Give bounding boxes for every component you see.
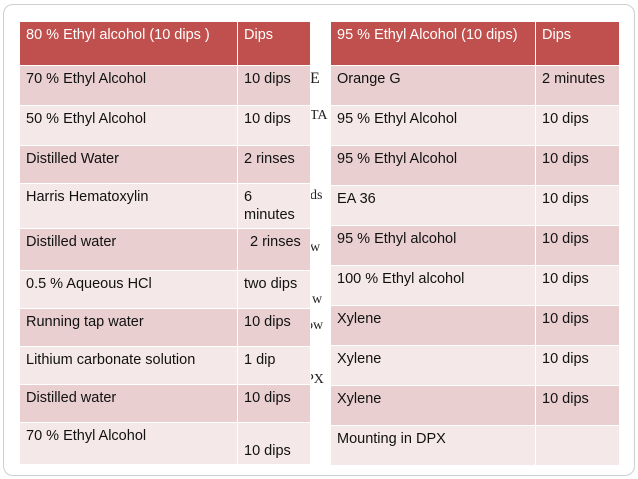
table-row: Xylene 10 dips [330,305,620,346]
bg-fragment: w [312,292,323,307]
table-row: 0.5 % Aqueous HCl two dips [19,270,311,309]
step-cell: 100 % Ethyl alcohol [330,265,536,306]
step-cell: 0.5 % Aqueous HCl [19,270,238,309]
step-cell: 70 % Ethyl Alcohol [19,422,238,465]
table-row: 95 % Ethyl Alcohol 10 dips [330,105,620,146]
slide-frame [3,4,635,476]
dips-cell: two dips [237,270,311,309]
step-cell: 95 % Ethyl Alcohol [330,105,536,146]
step-cell: Distilled water [19,228,238,271]
table-row: Harris Hematoxylin 6 minutes [19,183,311,229]
table-row: 70 % Ethyl Alcohol 10 dips [19,422,311,465]
dips-cell: 2 rinses [237,145,311,184]
table-row: 100 % Ethyl alcohol 10 dips [330,265,620,306]
table-row: Xylene 10 dips [330,345,620,386]
table-row: 95 % Ethyl alcohol 10 dips [330,225,620,266]
table-row: EA 36 10 dips [330,185,620,226]
bg-fragment: ds [310,188,323,203]
step-cell: Orange G [330,65,536,106]
dips-cell: 10 dips [535,305,620,346]
dips-cell: 10 dips [535,385,620,426]
staining-steps-table-right: 95 % Ethyl Alcohol (10 dips) Dips Orange… [330,21,620,466]
step-cell: Harris Hematoxylin [19,183,238,229]
table-header-row: 95 % Ethyl Alcohol (10 dips) Dips [330,21,620,66]
dips-cell: 10 dips [535,185,620,226]
header-cell-dips: Dips [237,21,311,66]
step-cell: 70 % Ethyl Alcohol [19,65,238,106]
step-cell: Running tap water [19,308,238,347]
table-row: Lithium carbonate solution 1 dip [19,346,311,385]
dips-cell: 2 minutes [535,65,620,106]
table-row: Running tap water 10 dips [19,308,311,347]
bg-fragment: E [310,70,320,87]
step-cell: EA 36 [330,185,536,226]
step-cell: 50 % Ethyl Alcohol [19,105,238,146]
dips-cell: 10 dips [237,422,311,465]
dips-cell: 10 dips [535,265,620,306]
table-row: Orange G 2 minutes [330,65,620,106]
step-cell: Distilled Water [19,145,238,184]
bg-fragment: w [310,240,321,255]
dips-cell: 10 dips [237,65,311,106]
bg-fragment: TA [310,108,328,123]
dips-cell: 10 dips [535,345,620,386]
table-row: Mounting in DPX [330,425,620,466]
dips-cell: 10 dips [237,105,311,146]
staining-steps-table-left: 80 % Ethyl alcohol (10 dips ) Dips 70 % … [19,21,311,465]
dips-cell: 10 dips [237,308,311,347]
table-row: Distilled water 2 rinses [19,228,311,271]
table-header-row: 80 % Ethyl alcohol (10 dips ) Dips [19,21,311,66]
step-cell: 95 % Ethyl alcohol [330,225,536,266]
dips-cell: 10 dips [237,384,311,423]
step-cell: Lithium carbonate solution [19,346,238,385]
header-cell-step: 95 % Ethyl Alcohol (10 dips) [330,21,536,66]
dips-cell: 10 dips [535,225,620,266]
step-cell: Mounting in DPX [330,425,536,466]
table-row: Distilled Water 2 rinses [19,145,311,184]
step-cell: Xylene [330,305,536,346]
step-cell: Xylene [330,385,536,426]
table-row: 50 % Ethyl Alcohol 10 dips [19,105,311,146]
step-cell: Distilled water [19,384,238,423]
table-row: 95 % Ethyl Alcohol 10 dips [330,145,620,186]
dips-cell [535,425,620,466]
dips-cell: 1 dip [237,346,311,385]
step-cell: Xylene [330,345,536,386]
dips-cell: 6 minutes [237,183,311,229]
header-cell-dips: Dips [535,21,620,66]
dips-cell: 2 rinses [237,228,311,271]
table-row: 70 % Ethyl Alcohol 10 dips [19,65,311,106]
table-row: Distilled water 10 dips [19,384,311,423]
header-cell-step: 80 % Ethyl alcohol (10 dips ) [19,21,238,66]
dips-cell: 10 dips [535,105,620,146]
step-cell: 95 % Ethyl Alcohol [330,145,536,186]
dips-cell: 10 dips [535,145,620,186]
table-row: Xylene 10 dips [330,385,620,426]
